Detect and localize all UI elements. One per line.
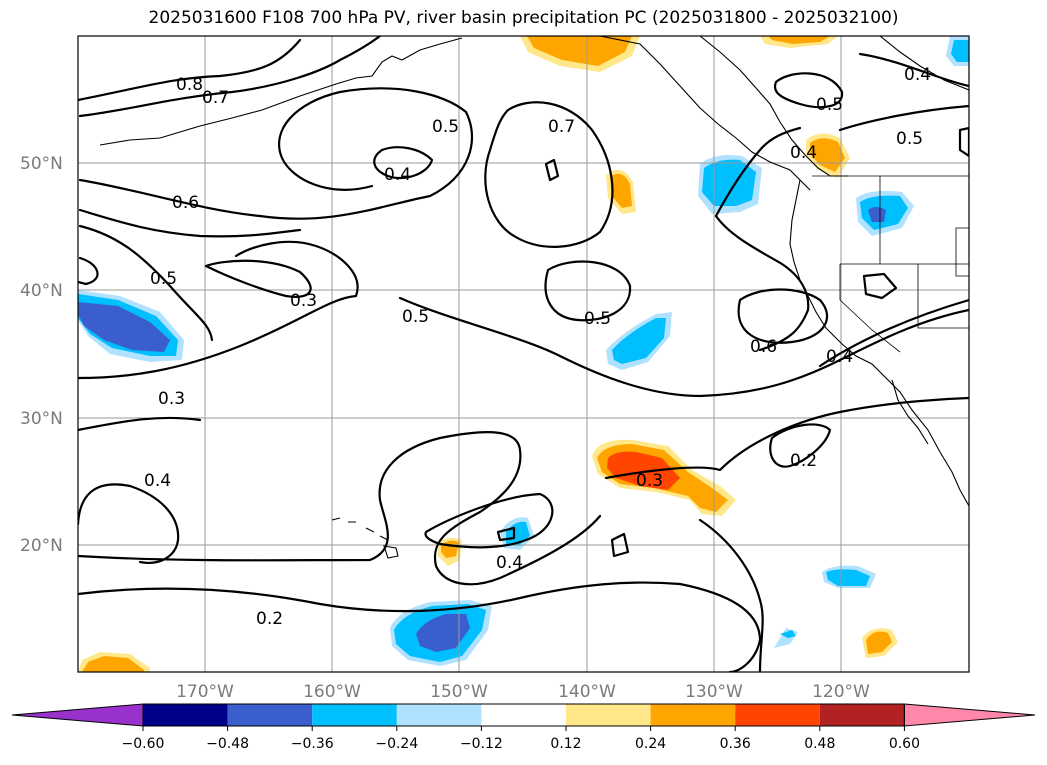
colorbar-segment bbox=[143, 704, 228, 726]
colorbar-segment bbox=[312, 704, 397, 726]
colorbar-segment bbox=[396, 704, 482, 726]
contour-label: 0.3 bbox=[290, 291, 317, 311]
contour-label: 0.5 bbox=[432, 117, 459, 137]
positive-anomaly-gulf bbox=[606, 169, 636, 214]
longitude-labels: 170°W 160°W 150°W 140°W 130°W 120°W bbox=[176, 682, 870, 702]
contour-label: 0.3 bbox=[158, 389, 185, 409]
lon-label: 130°W bbox=[685, 682, 743, 702]
negative-anomaly-pnw bbox=[698, 155, 762, 214]
lon-label: 120°W bbox=[812, 682, 870, 702]
contour-label: 0.8 bbox=[176, 75, 203, 95]
positive-anomaly-bottom-right bbox=[862, 628, 898, 658]
colorbar-tick-label: −0.36 bbox=[291, 736, 334, 752]
contour-label: 0.2 bbox=[790, 451, 817, 471]
colorbar-tick-label: 0.12 bbox=[550, 736, 581, 752]
contour-label: 0.7 bbox=[548, 117, 575, 137]
coastlines bbox=[99, 36, 969, 559]
colorbar-segment bbox=[481, 704, 566, 726]
colorbar-segment bbox=[566, 704, 651, 726]
contour-label: 0.6 bbox=[750, 337, 777, 357]
lat-label: 20°N bbox=[20, 536, 63, 556]
positive-anomaly-bottom-left bbox=[78, 652, 150, 672]
gridlines bbox=[78, 36, 969, 672]
lon-label: 140°W bbox=[558, 682, 616, 702]
lat-label: 30°N bbox=[20, 409, 63, 429]
pv-contours bbox=[78, 36, 969, 672]
shaded-field bbox=[78, 36, 969, 672]
negative-anomaly-small-se bbox=[774, 628, 798, 648]
negative-anomaly-idaho bbox=[856, 190, 914, 236]
contour-label: 0.4 bbox=[384, 165, 411, 185]
colorbar-tick-label: 0.48 bbox=[804, 736, 835, 752]
colorbar-segment bbox=[650, 704, 736, 726]
contour-label: 0.7 bbox=[202, 88, 229, 108]
colorbar-tick-label: −0.48 bbox=[206, 736, 249, 752]
contour-label: 0.2 bbox=[256, 609, 283, 629]
colorbar-segment bbox=[735, 704, 820, 726]
colorbar-arrow-high bbox=[903, 703, 1036, 727]
colorbar-arrow-low bbox=[11, 703, 144, 727]
colorbar-tick-label: 0.24 bbox=[635, 736, 666, 752]
colorbar-outline bbox=[142, 703, 905, 727]
lon-label: 160°W bbox=[303, 682, 361, 702]
contour-label: 0.3 bbox=[636, 471, 663, 491]
colorbar-tick-label: −0.24 bbox=[375, 736, 418, 752]
negative-anomaly-west bbox=[78, 290, 184, 362]
negative-anomaly-southeast bbox=[822, 565, 876, 588]
colorbar-segment bbox=[227, 704, 313, 726]
contour-label: 0.5 bbox=[150, 269, 177, 289]
colorbar: −0.60 −0.48 −0.36 −0.24 −0.12 0.12 0.24 0.36 0.4… bbox=[11, 703, 1036, 752]
colorbar-tick-label: 0.36 bbox=[720, 736, 751, 752]
contour-label: 0.4 bbox=[144, 471, 171, 491]
lon-label: 150°W bbox=[430, 682, 488, 702]
negative-anomaly-south bbox=[390, 600, 492, 666]
lat-label: 50°N bbox=[20, 154, 63, 174]
contour-label: 0.6 bbox=[172, 193, 199, 213]
lon-label: 170°W bbox=[176, 682, 234, 702]
map-frame bbox=[77, 35, 970, 673]
negative-anomaly-midpacific bbox=[606, 312, 672, 370]
map-panel: 0.8 0.7 0.5 0.4 0.7 0.6 0.5 0.3 0.5 0.5 … bbox=[78, 36, 969, 672]
colorbar-tick-label: −0.60 bbox=[122, 736, 165, 752]
colorbar-tick-label: −0.12 bbox=[460, 736, 503, 752]
lat-label: 40°N bbox=[20, 281, 63, 301]
contour-label: 0.4 bbox=[826, 347, 853, 367]
contour-label: 0.4 bbox=[904, 65, 931, 85]
positive-anomaly-top-right bbox=[760, 36, 838, 48]
contour-label: 0.5 bbox=[584, 309, 611, 329]
latitude-labels: 50°N 40°N 30°N 20°N bbox=[20, 154, 63, 556]
contour-label: 0.5 bbox=[402, 307, 429, 327]
contour-labels: 0.8 0.7 0.5 0.4 0.7 0.6 0.5 0.3 0.5 0.5 … bbox=[144, 65, 931, 629]
negative-anomaly-top-right bbox=[946, 36, 969, 66]
contour-label: 0.5 bbox=[896, 129, 923, 149]
contour-label: 0.4 bbox=[790, 143, 817, 163]
positive-anomaly-top-center bbox=[520, 36, 640, 72]
colorbar-tick-label: 0.60 bbox=[889, 736, 920, 752]
contour-label: 0.4 bbox=[496, 553, 523, 573]
colorbar-segment bbox=[819, 704, 905, 726]
contour-label: 0.5 bbox=[816, 95, 843, 115]
map-title: 2025031600 F108 700 hPa PV, river basin … bbox=[148, 8, 899, 28]
